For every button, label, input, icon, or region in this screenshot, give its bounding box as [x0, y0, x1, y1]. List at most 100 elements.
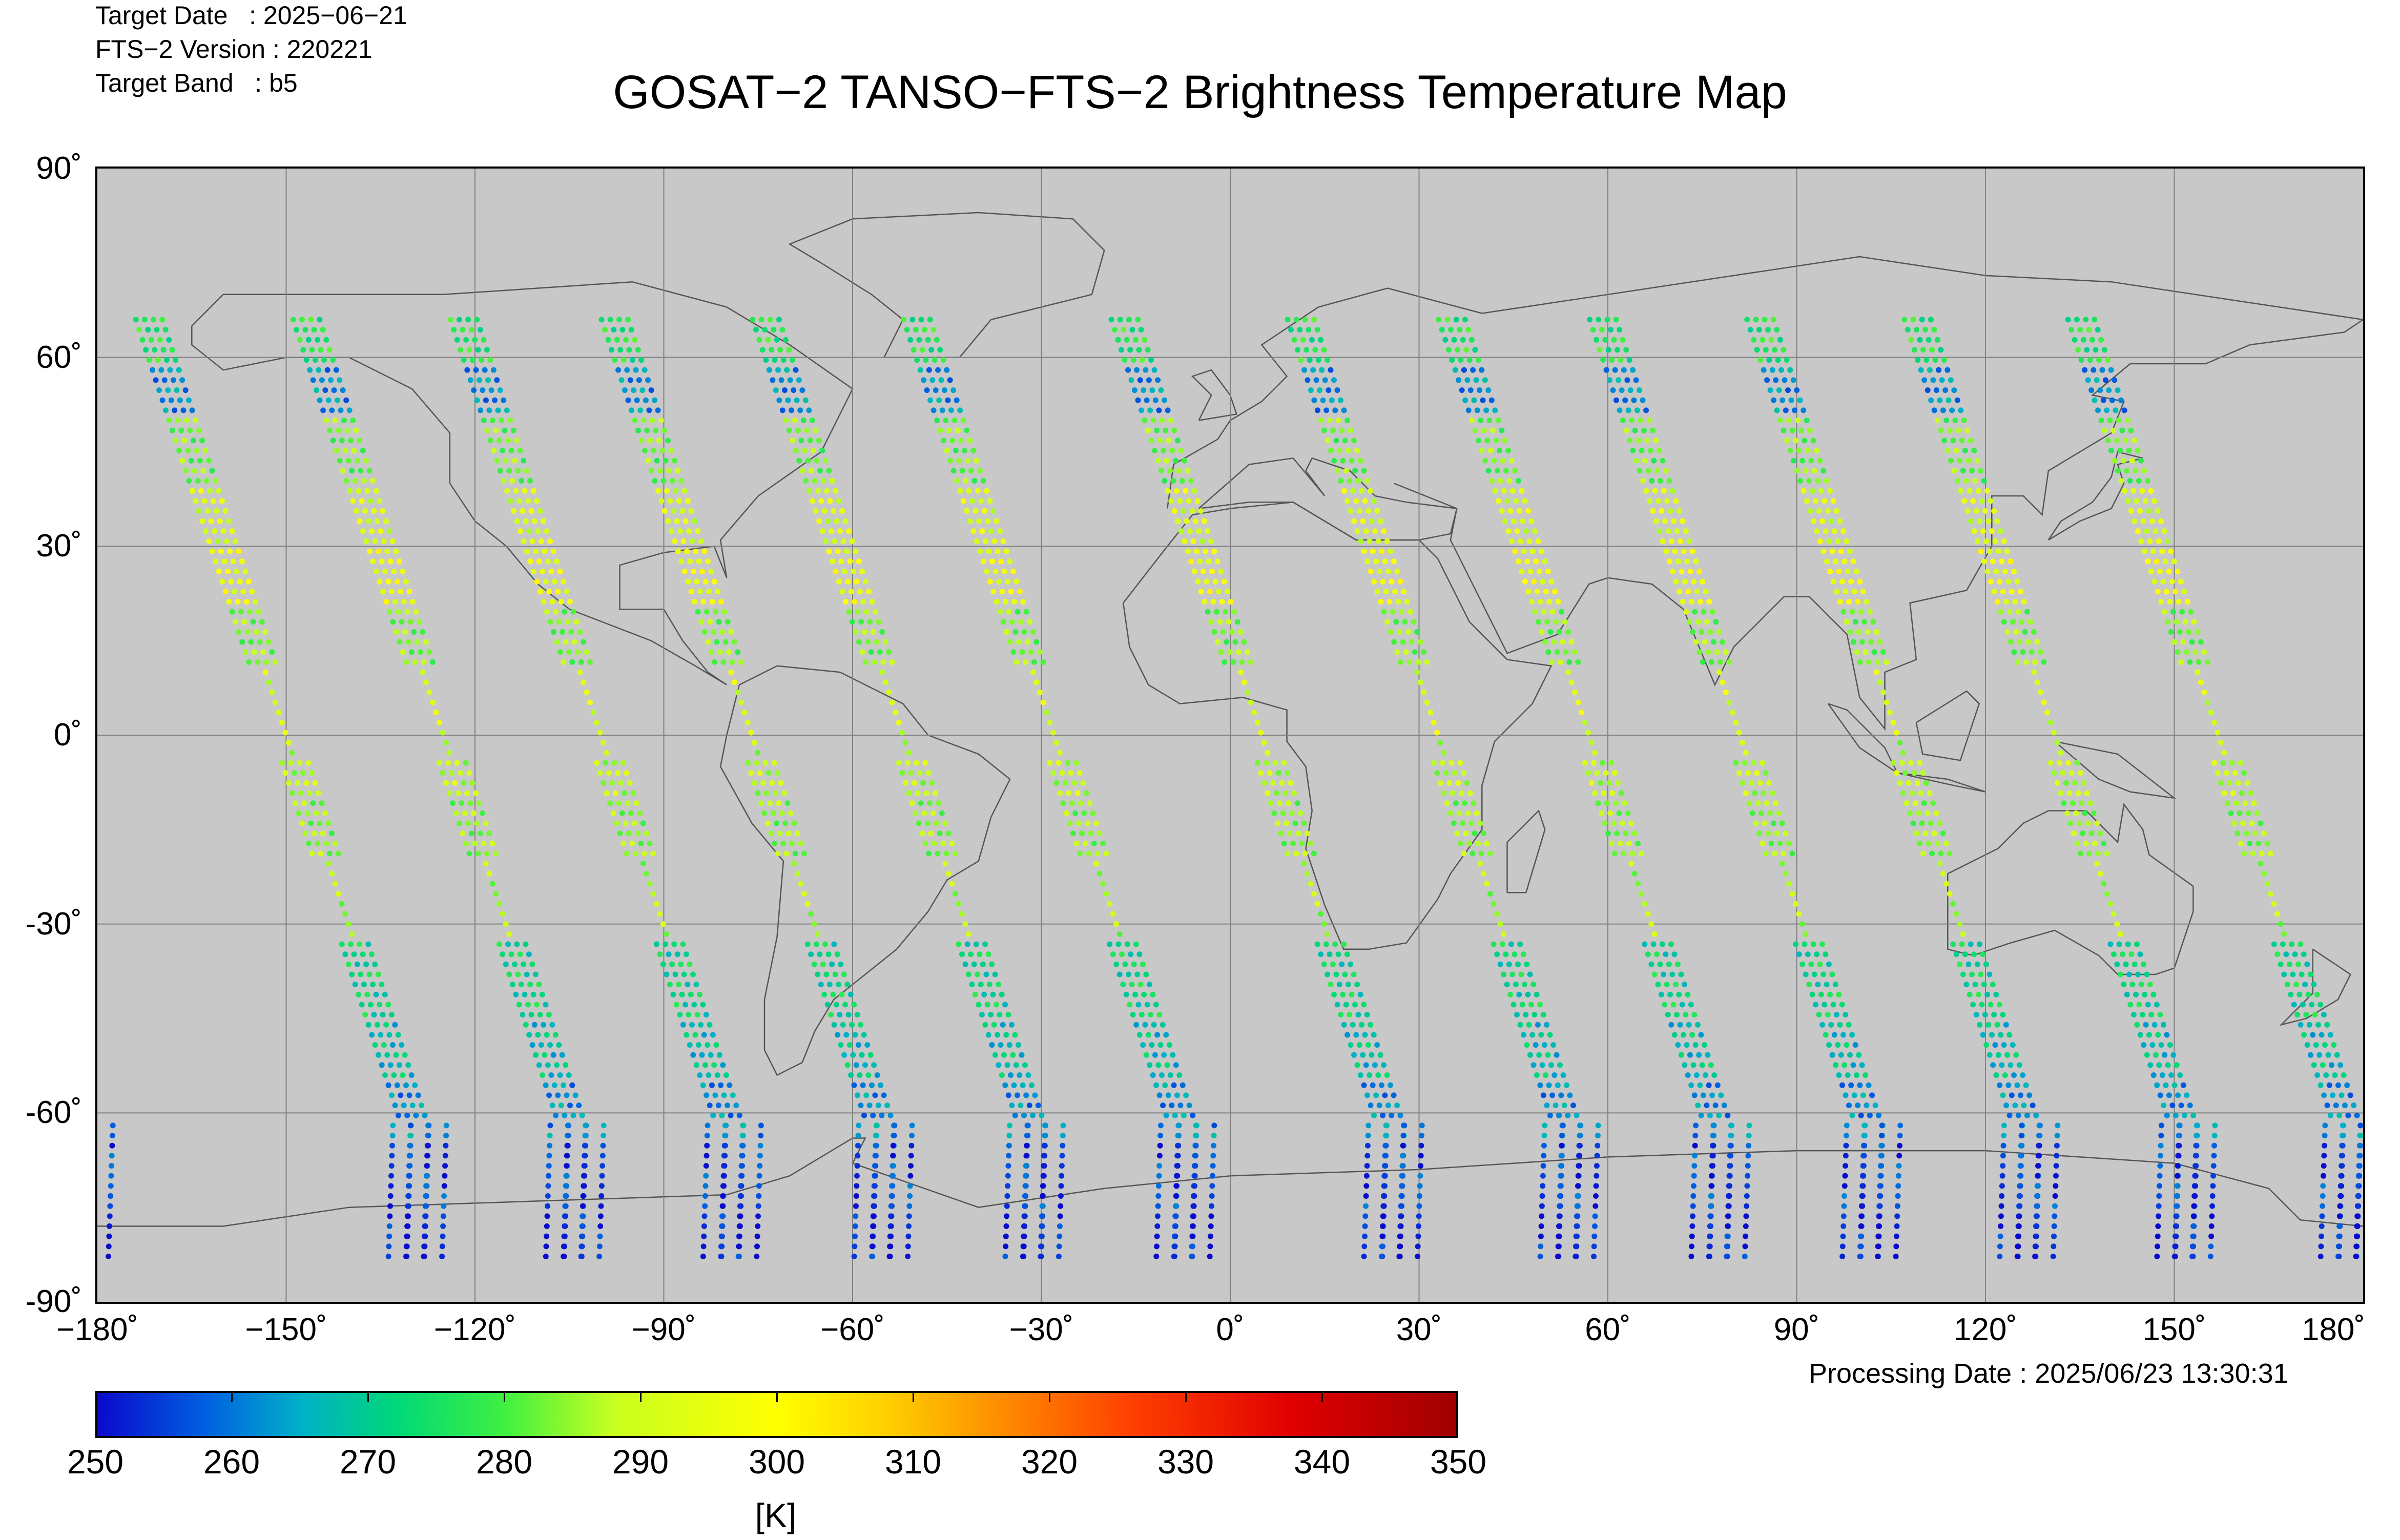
- observation-point: [1519, 488, 1525, 494]
- observation-point: [1994, 518, 2000, 524]
- observation-point: [1545, 649, 1551, 655]
- observation-point: [1973, 1012, 1979, 1018]
- observation-point: [1536, 1052, 1542, 1058]
- observation-point: [397, 558, 402, 565]
- observation-point: [1818, 991, 1824, 997]
- observation-point: [2208, 710, 2214, 716]
- observation-point: [260, 649, 266, 655]
- observation-point: [676, 498, 682, 504]
- observation-point: [1415, 1254, 1421, 1259]
- observation-point: [1590, 327, 1596, 333]
- observation-point: [790, 438, 796, 444]
- observation-point: [542, 1052, 548, 1058]
- observation-point: [1594, 1163, 1600, 1169]
- observation-point: [1893, 1254, 1899, 1259]
- observation-point: [1382, 1142, 1389, 1149]
- observation-point: [1198, 589, 1204, 595]
- observation-point: [1150, 1072, 1156, 1078]
- observation-point: [1802, 438, 1808, 444]
- observation-point: [2337, 1183, 2344, 1189]
- observation-point: [833, 569, 839, 574]
- observation-point: [1190, 1213, 1196, 1219]
- observation-point: [1362, 1233, 1368, 1239]
- observation-point: [945, 870, 951, 877]
- observation-point: [867, 619, 873, 625]
- observation-point: [1028, 649, 1034, 655]
- observation-point: [739, 1153, 745, 1159]
- observation-point: [737, 1193, 743, 1199]
- observation-point: [544, 1213, 550, 1219]
- observation-point: [1929, 347, 1935, 353]
- observation-point: [582, 1153, 588, 1159]
- observation-point: [599, 1173, 605, 1179]
- observation-point: [2166, 1092, 2172, 1098]
- observation-point: [1355, 478, 1361, 484]
- observation-point: [1880, 649, 1886, 655]
- observation-point: [1700, 578, 1706, 585]
- observation-point: [1646, 418, 1652, 424]
- observation-point: [2083, 840, 2089, 846]
- observation-point: [2146, 1032, 2152, 1038]
- observation-point: [854, 1012, 860, 1018]
- observation-point: [1560, 1072, 1566, 1078]
- observation-point: [1542, 1122, 1548, 1129]
- observation-point: [1510, 488, 1516, 494]
- observation-point: [402, 629, 408, 635]
- observation-point: [323, 418, 329, 424]
- observation-point: [1757, 780, 1763, 786]
- observation-point: [2236, 780, 2242, 786]
- observation-point: [2201, 649, 2207, 655]
- observation-point: [1878, 1153, 1884, 1159]
- observation-point: [1470, 367, 1476, 373]
- observation-point: [2220, 760, 2226, 766]
- observation-point: [443, 740, 449, 746]
- observation-point: [1629, 418, 1635, 424]
- observation-point: [1330, 427, 1336, 433]
- observation-point: [1492, 407, 1498, 413]
- observation-point: [1380, 578, 1386, 585]
- colorbar-tick-label: 310: [884, 1443, 942, 1481]
- observation-point: [2179, 609, 2185, 615]
- observation-point: [1638, 418, 1644, 424]
- observation-point: [950, 468, 957, 474]
- observation-point: [375, 971, 381, 977]
- observation-point: [927, 317, 933, 323]
- observation-point: [2138, 457, 2144, 464]
- observation-point: [1056, 760, 1062, 766]
- observation-point: [1555, 599, 1561, 605]
- observation-point: [1538, 599, 1544, 605]
- observation-point: [2354, 1213, 2361, 1219]
- observation-point: [2019, 619, 2025, 625]
- observation-point: [1379, 548, 1385, 554]
- observation-point: [1355, 1012, 1361, 1018]
- observation-point: [534, 1002, 540, 1008]
- observation-point: [547, 1042, 553, 1048]
- observation-point: [995, 548, 1001, 554]
- observation-point: [2235, 830, 2241, 837]
- observation-point: [2130, 1012, 2137, 1018]
- observation-point: [986, 982, 992, 988]
- observation-point: [1609, 790, 1616, 796]
- observation-point: [805, 457, 811, 464]
- observation-point: [637, 407, 644, 413]
- observation-point: [2125, 418, 2131, 424]
- observation-point: [1559, 1122, 1565, 1129]
- observation-point: [967, 518, 973, 524]
- observation-point: [1354, 448, 1360, 453]
- observation-point: [2153, 528, 2159, 534]
- observation-point: [869, 1243, 875, 1250]
- observation-point: [2072, 780, 2078, 786]
- observation-point: [1678, 1052, 1684, 1058]
- observation-point: [1375, 1072, 1381, 1078]
- observation-point: [1005, 1173, 1011, 1179]
- observation-point: [915, 790, 921, 796]
- observation-point: [2221, 750, 2227, 756]
- observation-point: [1809, 488, 1815, 494]
- observation-point: [468, 830, 474, 837]
- observation-point: [1934, 840, 1940, 846]
- observation-point: [1211, 548, 1217, 554]
- observation-point: [1772, 850, 1778, 857]
- observation-point: [872, 659, 878, 665]
- observation-point: [711, 578, 717, 585]
- map-plot[interactable]: [95, 167, 2365, 1304]
